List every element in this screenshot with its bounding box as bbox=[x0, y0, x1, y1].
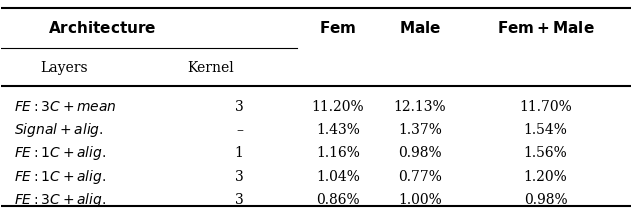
Text: Layers: Layers bbox=[40, 61, 88, 75]
Text: $\mathbf{Fem}$: $\mathbf{Fem}$ bbox=[319, 20, 356, 36]
Text: 3: 3 bbox=[235, 193, 244, 207]
Text: 0.98%: 0.98% bbox=[524, 193, 568, 207]
Text: $FE:1C+alig.$: $FE:1C+alig.$ bbox=[14, 144, 106, 162]
Text: $Signal+alig.$: $Signal+alig.$ bbox=[14, 121, 104, 139]
Text: 1.54%: 1.54% bbox=[524, 123, 568, 137]
Text: $FE:3C+mean$: $FE:3C+mean$ bbox=[14, 100, 117, 114]
Text: 3: 3 bbox=[235, 100, 244, 114]
Text: 1.37%: 1.37% bbox=[398, 123, 442, 137]
Text: 0.86%: 0.86% bbox=[316, 193, 360, 207]
Text: 11.70%: 11.70% bbox=[520, 100, 572, 114]
Text: Kernel: Kernel bbox=[187, 61, 234, 75]
Text: 0.98%: 0.98% bbox=[398, 146, 442, 160]
Text: 1: 1 bbox=[234, 146, 244, 160]
Text: 1.04%: 1.04% bbox=[316, 170, 360, 184]
Text: $FE:3C+alig.$: $FE:3C+alig.$ bbox=[14, 191, 106, 209]
Text: 1.20%: 1.20% bbox=[524, 170, 568, 184]
Text: $\mathbf{Male}$: $\mathbf{Male}$ bbox=[399, 20, 441, 36]
Text: $FE:1C+alig.$: $FE:1C+alig.$ bbox=[14, 168, 106, 186]
Text: 12.13%: 12.13% bbox=[394, 100, 446, 114]
Text: $\mathbf{Fem+Male}$: $\mathbf{Fem+Male}$ bbox=[497, 20, 595, 36]
Text: 1.56%: 1.56% bbox=[524, 146, 568, 160]
Text: 3: 3 bbox=[235, 170, 244, 184]
Text: 1.43%: 1.43% bbox=[316, 123, 360, 137]
Text: 1.16%: 1.16% bbox=[316, 146, 360, 160]
Text: $\mathbf{Architecture}$: $\mathbf{Architecture}$ bbox=[48, 20, 156, 36]
Text: 11.20%: 11.20% bbox=[312, 100, 364, 114]
Text: 1.00%: 1.00% bbox=[398, 193, 442, 207]
Text: –: – bbox=[236, 123, 244, 137]
Text: 0.77%: 0.77% bbox=[398, 170, 442, 184]
